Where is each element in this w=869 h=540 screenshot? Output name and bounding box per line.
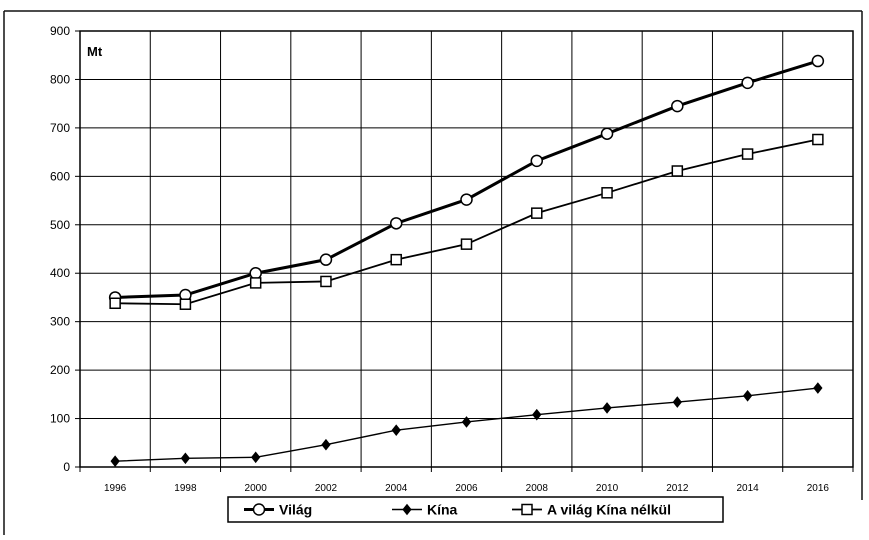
data-point-square	[249, 277, 262, 289]
chart-frame	[3, 10, 863, 535]
data-point-square	[390, 253, 402, 266]
x-tick-label: 2002	[315, 483, 338, 494]
data-point-diamond	[813, 382, 823, 394]
x-tick-label: 2000	[245, 483, 268, 494]
x-tick-label: 2012	[666, 483, 689, 494]
y-unit-label: Mt	[87, 44, 103, 59]
x-tick-label: 2004	[385, 483, 408, 494]
series-circle	[108, 54, 825, 304]
data-point-circle	[671, 99, 684, 113]
y-tick-label: 900	[50, 24, 70, 38]
legend-entry: Világ	[244, 502, 312, 518]
data-point-diamond	[742, 389, 753, 402]
y-tick-label: 800	[50, 72, 70, 86]
data-point-square	[671, 165, 684, 177]
x-tick-label: 2006	[455, 483, 478, 494]
x-tick-label: 2014	[736, 483, 759, 494]
legend-box	[227, 496, 724, 523]
series-square	[109, 133, 824, 310]
data-point-diamond	[602, 402, 612, 414]
data-point-diamond	[180, 452, 191, 465]
data-point-diamond	[251, 451, 261, 464]
data-point-diamond	[391, 424, 401, 436]
data-point-square	[531, 207, 543, 219]
data-point-square	[460, 238, 473, 250]
data-point-circle	[811, 54, 825, 68]
y-tick-label: 500	[50, 218, 70, 232]
data-point-circle	[530, 154, 544, 168]
data-point-circle	[741, 76, 754, 90]
x-tick-label: 2008	[526, 483, 549, 494]
data-point-square	[601, 187, 613, 199]
data-point-diamond	[402, 503, 412, 516]
y-tick-label: 300	[50, 315, 70, 329]
series-diamond	[110, 382, 823, 467]
data-point-diamond	[110, 455, 120, 467]
y-tick-label: 100	[50, 412, 70, 426]
chart-axes: 0 100 200 300 400 500 600 700 800 900 1996 1998 2000…	[50, 24, 854, 494]
data-point-circle	[389, 217, 403, 230]
legend-label: Kína	[427, 502, 458, 518]
data-point-diamond	[321, 438, 331, 451]
y-tick-label: 400	[50, 266, 70, 280]
data-point-circle	[252, 503, 266, 516]
data-point-square	[109, 297, 121, 310]
data-point-circle	[249, 266, 262, 280]
chart-series	[108, 54, 825, 467]
data-point-diamond	[672, 396, 682, 408]
legend-label: A világ Kína nélkül	[547, 502, 671, 518]
data-point-diamond	[461, 416, 472, 428]
y-tick-label: 0	[63, 460, 70, 474]
data-point-square	[741, 148, 754, 160]
data-point-square	[179, 298, 192, 310]
x-tick-label: 1998	[174, 483, 197, 494]
data-point-square	[812, 133, 824, 146]
legend-label: Világ	[279, 502, 312, 518]
y-tick-label: 700	[50, 121, 70, 135]
x-tick-label: 2016	[807, 483, 830, 494]
legend-entry: A világ Kína nélkül	[512, 502, 671, 518]
y-tick-label: 200	[50, 363, 70, 377]
data-point-square	[320, 275, 332, 288]
y-tick-label: 600	[50, 169, 70, 183]
data-point-circle	[460, 193, 473, 206]
data-point-diamond	[532, 408, 542, 421]
x-tick-label: 1996	[104, 483, 127, 494]
data-point-circle	[600, 127, 614, 140]
data-point-square	[521, 503, 533, 516]
data-point-circle	[319, 253, 333, 266]
x-tick-label: 2010	[596, 483, 619, 494]
chart-legend: Világ Kína A világ Kína nélkül	[227, 496, 724, 523]
legend-entry: Kína	[392, 502, 458, 518]
